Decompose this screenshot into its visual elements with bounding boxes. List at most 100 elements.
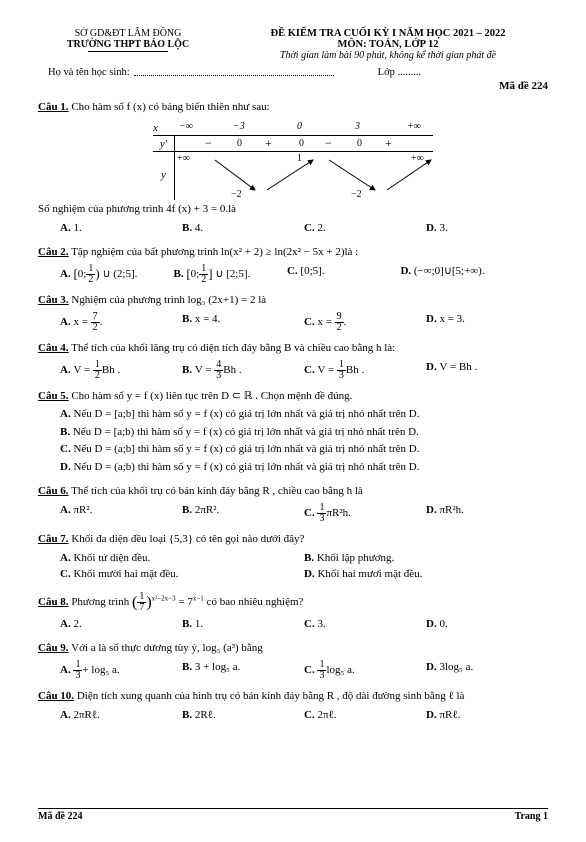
- q2-A-pre: 0;: [78, 268, 87, 280]
- q3-D: x = 3.: [439, 313, 464, 325]
- q6-A: πR².: [73, 504, 92, 516]
- question-10: Câu 10. Diện tích xung quanh của hình tr…: [38, 689, 548, 724]
- q5-B: Nếu D = [a;b) thì hàm số y = f (x) có gi…: [73, 426, 419, 438]
- q10-C: 2πℓ.: [317, 709, 336, 721]
- x-v2: −3: [233, 120, 245, 135]
- q10-text: Diện tích xung quanh của hình trụ có bán…: [77, 690, 465, 702]
- x-v4: 3: [355, 120, 360, 135]
- q2-opts: A. [0;12) ∪ (2;5]. B. [0;12] ∪ [2;5]. C.…: [60, 264, 548, 285]
- q8-label: Câu 8.: [38, 596, 69, 608]
- arrows-svg: [197, 152, 455, 200]
- q3-opts: A. x = 72. B. x = 4. C. x = 92. D. x = 3…: [60, 312, 548, 333]
- class-label: Lớp .........: [378, 67, 421, 78]
- name-dots: [134, 67, 334, 76]
- y-label: y: [153, 152, 175, 200]
- q8-A: 2.: [73, 618, 81, 630]
- question-6: Câu 6. Thể tích của khối trụ có bán kính…: [38, 484, 548, 524]
- name-label: Họ và tên học sinh:: [48, 67, 130, 78]
- q2-text: Tập nghiệm của bất phương trình ln(x² + …: [71, 246, 358, 258]
- q8-opts: A. 2. B. 1. C. 3. D. 0.: [60, 617, 548, 633]
- dept: SỞ GD&ĐT LÂM ĐỒNG: [38, 28, 218, 39]
- q4-text: Thể tích của khối lăng trụ có diện tích …: [71, 342, 395, 354]
- q7-D: Khối hai mươi mặt đều.: [317, 568, 422, 580]
- q4-D: V = Bh .: [439, 361, 477, 373]
- q7-B: Khối lập phương.: [317, 552, 394, 564]
- q1-B: 4.: [195, 222, 203, 234]
- exam-title: ĐỀ KIỂM TRA CUỐI KỲ I NĂM HỌC 2021 – 202…: [228, 28, 548, 39]
- name-row: Họ và tên học sinh: Lớp .........: [38, 67, 548, 78]
- x-v3: 0: [297, 120, 302, 135]
- school: TRƯỜNG THPT BẢO LỘC: [38, 39, 218, 50]
- q8-C: 3.: [317, 618, 325, 630]
- z2: 0: [299, 137, 304, 152]
- x-label: x: [153, 120, 175, 135]
- q5-text: Cho hàm số y = f (x) liên tục trên D ⊂ ℝ…: [71, 390, 352, 402]
- q9-B: 3 + log₅ a.: [195, 661, 240, 673]
- q5-label: Câu 5.: [38, 390, 69, 402]
- q1-D: 3.: [439, 222, 447, 234]
- q9-D: 3log₅ a.: [439, 661, 473, 673]
- q5-C: Nếu D = (a;b] thì hàm số y = f (x) có gi…: [73, 443, 419, 455]
- q8-exp1: x²−2x−3: [152, 595, 176, 603]
- s4: +: [385, 135, 392, 152]
- q3-text: Nghiệm của phương trình log₃ (2x+1) = 2 …: [71, 294, 266, 306]
- question-1: Câu 1. Cho hàm số f (x) có bảng biến thi…: [38, 100, 548, 237]
- q10-label: Câu 10.: [38, 690, 74, 702]
- s3: −: [325, 135, 332, 152]
- question-5: Câu 5. Cho hàm số y = f (x) liên tục trê…: [38, 389, 548, 477]
- q1-C: 2.: [317, 222, 325, 234]
- x-v1: −∞: [179, 120, 193, 135]
- q10-A: 2πRℓ.: [73, 709, 99, 721]
- footer-page: Trang 1: [515, 811, 548, 822]
- q8-pre: Phương trình: [71, 596, 132, 608]
- q1-prompt2: Số nghiệm của phương trình 4f (x) + 3 = …: [38, 202, 548, 218]
- x-v5: +∞: [407, 120, 421, 135]
- q2-A-post: ∪ (2;5].: [100, 268, 138, 280]
- q3-B: x = 4.: [195, 313, 220, 325]
- q5-A: Nếu D = [a;b] thì hàm số y = f (x) có gi…: [73, 408, 419, 420]
- question-7: Câu 7. Khối đa diện đều loại {5,3} có tê…: [38, 532, 548, 583]
- q7-label: Câu 7.: [38, 533, 69, 545]
- q9-text: Với a là số thực dương tùy ý, log₅ (a³) …: [71, 642, 263, 654]
- yt1: +∞: [177, 152, 190, 167]
- s2: +: [265, 135, 272, 152]
- q10-opts: A. 2πRℓ. B. 2Rℓ. C. 2πℓ. D. πRℓ.: [60, 708, 548, 724]
- q6-B: 2πR².: [195, 504, 219, 516]
- q2-D: (−∞;0]∪[5;+∞).: [414, 265, 485, 277]
- footer-code: Mã đề 224: [38, 811, 82, 822]
- q1-text: Cho hàm số f (x) có bảng biến thiên như …: [71, 101, 269, 113]
- question-4: Câu 4. Thể tích của khối lăng trụ có diệ…: [38, 341, 548, 381]
- q7-A: Khối tứ diện đều.: [73, 552, 150, 564]
- q1-opts: A. 1. B. 4. C. 2. D. 3.: [60, 221, 548, 237]
- q1-A: 1.: [73, 222, 81, 234]
- q6-opts: A. πR². B. 2πR². C. 13πR²h. D. πR²h.: [60, 503, 548, 524]
- yp-label: y′: [153, 136, 175, 151]
- q4-opts: A. V = 12Bh . B. V = 43Bh . C. V = 13Bh …: [60, 360, 548, 381]
- question-2: Câu 2. Tập nghiệm của bất phương trình l…: [38, 245, 548, 285]
- time: Thời gian làm bài 90 phút, không kể thời…: [228, 50, 548, 61]
- question-8: Câu 8. Phương trình (17)x²−2x−3 = 7x−1 c…: [38, 591, 548, 633]
- q8-B: 1.: [195, 618, 203, 630]
- q4-label: Câu 4.: [38, 342, 69, 354]
- s1: −: [205, 135, 212, 152]
- q9-opts: A. 13+ log₅ a. B. 3 + log₅ a. C. 13log₅ …: [60, 660, 548, 681]
- q5-D: Nếu D = (a;b) thì hàm số y = f (x) có gi…: [73, 461, 419, 473]
- q8-post: có bao nhiêu nghiệm?: [207, 596, 304, 608]
- q2-label: Câu 2.: [38, 246, 69, 258]
- q1-table: x −∞ −3 0 3 +∞ y′ − 0 + 0 − 0 +: [38, 120, 548, 200]
- q10-B: 2Rℓ.: [195, 709, 216, 721]
- q7-text: Khối đa diện đều loại {5,3} có tên gọi n…: [71, 533, 304, 545]
- school-underline: [88, 51, 168, 52]
- q7-C: Khối mười hai mặt đều.: [73, 568, 178, 580]
- z3: 0: [357, 137, 362, 152]
- q6-D: πR²h.: [439, 504, 463, 516]
- q7-opts: A. Khối tứ diện đều. B. Khối lập phương.…: [60, 551, 548, 583]
- header-right: ĐỀ KIỂM TRA CUỐI KỲ I NĂM HỌC 2021 – 202…: [228, 28, 548, 61]
- z1: 0: [237, 137, 242, 152]
- q6-text: Thể tích của khối trụ có bán kính đáy bằ…: [71, 485, 363, 497]
- subject: MÔN: TOÁN, LỚP 12: [228, 39, 548, 50]
- footer: Mã đề 224 Trang 1: [38, 808, 548, 822]
- q9-label: Câu 9.: [38, 642, 69, 654]
- q8-D: 0.: [439, 618, 447, 630]
- header-left: SỞ GD&ĐT LÂM ĐỒNG TRƯỜNG THPT BẢO LỘC: [38, 28, 218, 61]
